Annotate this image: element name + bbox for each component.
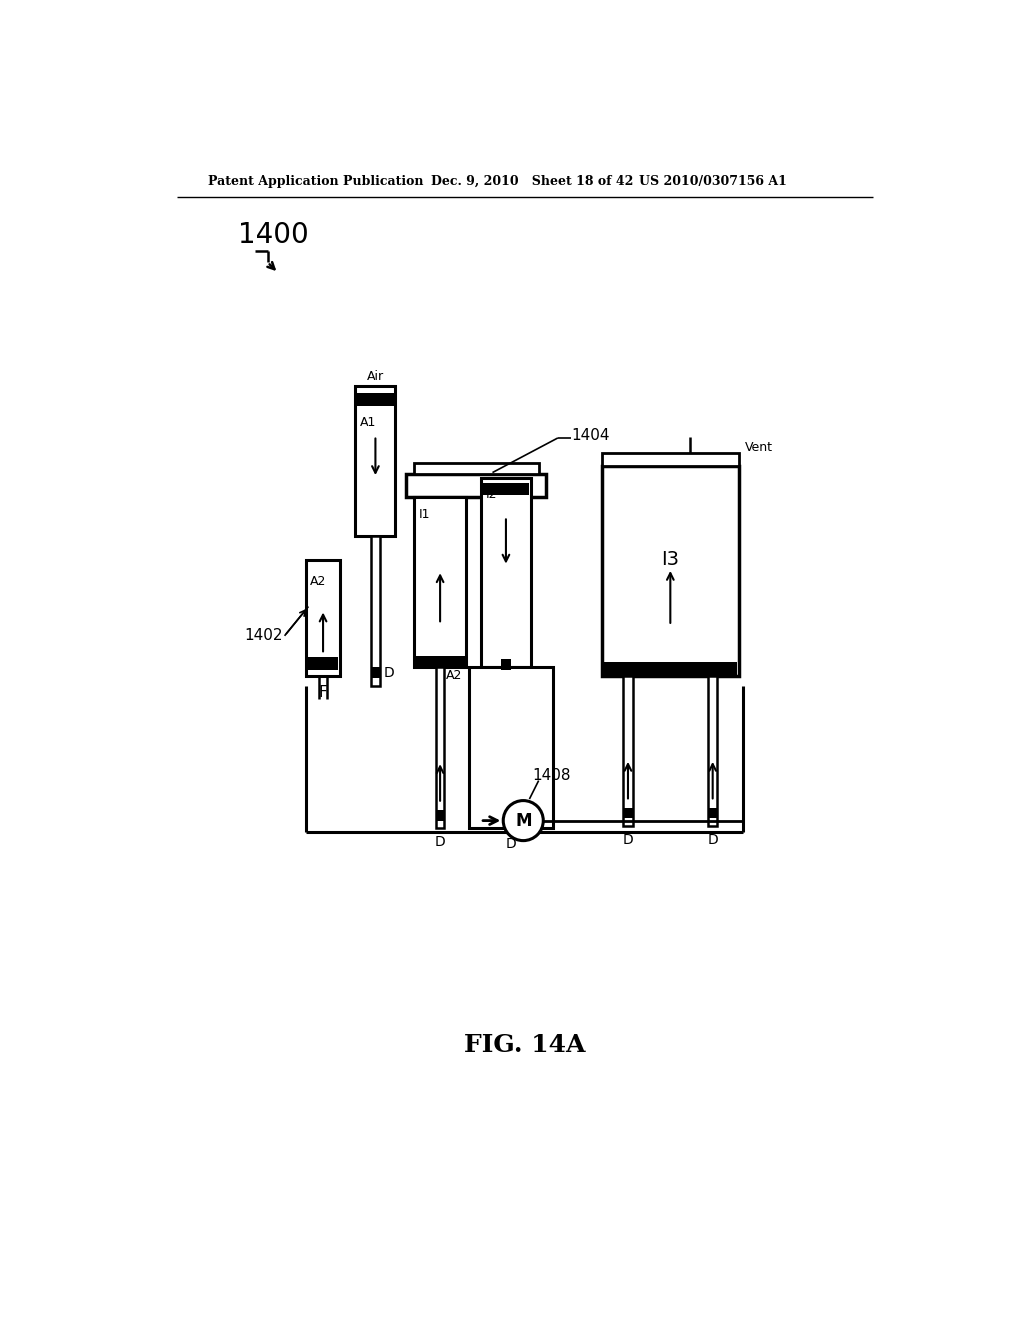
Text: D: D [435,836,445,849]
Text: 1400: 1400 [239,222,309,249]
Text: D: D [623,833,634,847]
Text: I3: I3 [662,550,679,569]
Text: US 2010/0307156 A1: US 2010/0307156 A1 [639,176,786,187]
Bar [436,667,444,829]
Text: I1: I1 [419,508,430,520]
Text: A1: A1 [360,416,377,429]
Text: 1402: 1402 [245,628,283,643]
Text: I2: I2 [485,488,497,502]
Bar [414,463,539,474]
Text: Vent: Vent [745,441,773,454]
Text: D: D [708,833,718,847]
Bar [481,478,531,667]
Bar [469,667,553,829]
Bar [624,808,633,818]
Text: M: M [515,812,531,829]
Text: FIG. 14A: FIG. 14A [464,1034,586,1057]
Bar [708,808,717,818]
Text: 1404: 1404 [571,428,609,444]
Text: 1408: 1408 [532,768,571,784]
Bar [306,561,340,676]
Text: A2: A2 [446,669,463,682]
Text: Patent Application Publication: Patent Application Publication [208,176,423,187]
Bar [371,536,380,686]
Bar [602,453,739,466]
Bar [416,656,465,668]
Text: F: F [318,685,328,701]
Bar [482,483,529,495]
Bar [624,676,633,826]
Bar [355,385,395,536]
Bar [602,466,739,676]
Bar [307,657,339,669]
Bar [436,810,444,821]
Text: D: D [384,665,394,680]
Circle shape [503,800,544,841]
Bar [414,498,466,667]
Bar [407,474,547,498]
Text: D: D [506,837,516,850]
Bar [357,393,394,405]
Bar [371,668,380,678]
Bar [708,676,717,826]
Text: Air: Air [367,370,384,383]
Text: Dec. 9, 2010   Sheet 18 of 42: Dec. 9, 2010 Sheet 18 of 42 [431,176,633,187]
Bar [603,663,737,677]
Bar [502,659,511,669]
Text: A2: A2 [310,576,327,589]
